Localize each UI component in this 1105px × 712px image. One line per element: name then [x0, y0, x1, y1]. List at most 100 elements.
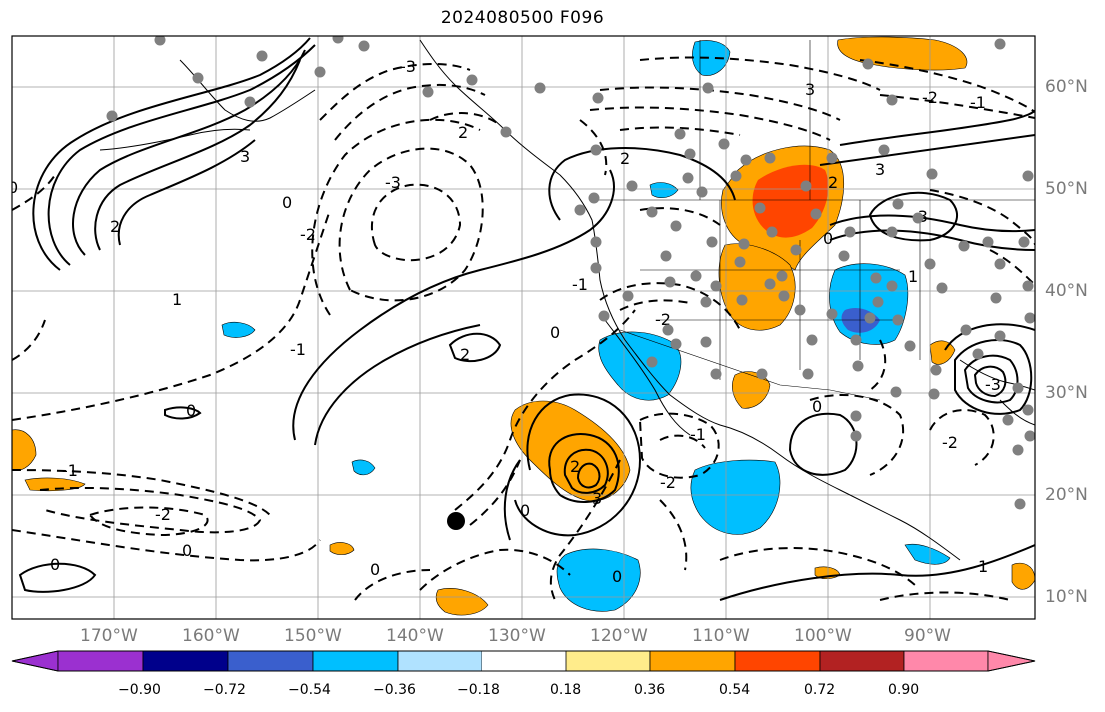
colorbar-label: −0.36 — [373, 682, 416, 698]
colorbar-label: −0.18 — [457, 682, 500, 698]
warm-anomaly-sw-texas — [732, 371, 771, 409]
cold-anomaly-south-pacific — [556, 548, 641, 612]
colorbar-label: 0.36 — [634, 682, 666, 698]
contour-label: -2 — [922, 88, 938, 107]
cold-anomaly-mexico — [690, 459, 781, 535]
contour-label: -2 — [655, 310, 671, 329]
contour-label: 0 — [370, 560, 380, 579]
contour-label: 0 — [186, 401, 196, 420]
contour-label: 1 — [978, 557, 988, 576]
colorbar-label: 0.72 — [804, 682, 836, 698]
lat-tick-60n: 60°N — [1045, 77, 1088, 97]
cold-anomaly-central-america — [904, 543, 951, 565]
contour-label: 0 — [520, 501, 530, 520]
gridlines — [12, 36, 1035, 619]
cold-anomaly-bc — [649, 182, 679, 199]
colorbar-seg — [649, 650, 736, 672]
contour-label: 3 — [592, 489, 602, 508]
contour-label: -1 — [690, 425, 706, 444]
station-dots — [106, 36, 1035, 510]
colorbar-extend-low — [11, 650, 59, 672]
contour-label: 2 — [828, 173, 838, 192]
warm-anomaly-small-south — [329, 542, 355, 555]
contour-label: 0 — [612, 567, 622, 586]
contour-label: 2 — [620, 149, 630, 168]
contour-label: 3 — [875, 160, 885, 179]
lat-tick-40n: 40°N — [1045, 281, 1088, 301]
contour-label: -2 — [660, 473, 676, 492]
lon-tick-130w: 130°W — [488, 626, 546, 646]
cold-anomaly-hawaii-north — [221, 321, 256, 338]
lat-tick-30n: 30°N — [1045, 383, 1088, 403]
contour-label: 2 — [110, 217, 120, 236]
colorbar-label: −0.54 — [288, 682, 331, 698]
contour-label: 2 — [458, 123, 468, 142]
lon-tick-160w: 160°W — [182, 626, 240, 646]
colorbar-seg — [482, 651, 566, 671]
negative-contours — [12, 56, 1035, 601]
colorbar-seg — [819, 650, 905, 672]
cold-anomaly-small — [351, 459, 376, 476]
colorbar-seg — [312, 650, 399, 672]
positive-contours — [18, 37, 1035, 601]
contour-label: 1 — [172, 290, 182, 309]
colorbar-seg — [57, 650, 144, 672]
lat-tick-10n: 10°N — [1045, 587, 1088, 607]
lon-tick-140w: 140°W — [386, 626, 444, 646]
contour-labels: 0 2 3 -1 1 -2 -3 0 2 -3 2 3 -2 -3 2 -1 0… — [8, 57, 1001, 586]
lon-tick-170w: 170°W — [80, 626, 138, 646]
colorbar-label: 0.90 — [888, 682, 920, 698]
colorbar-seg — [142, 650, 229, 672]
lon-tick-100w: 100°W — [794, 626, 852, 646]
contour-label: 0 — [550, 323, 560, 342]
colorbar-label: −0.90 — [118, 682, 161, 698]
colorbar-seg — [227, 650, 314, 672]
contour-label: -2 — [942, 433, 958, 452]
lon-tick-150w: 150°W — [284, 626, 342, 646]
colorbar-label: 0.18 — [550, 682, 582, 698]
lat-tick-20n: 20°N — [1045, 485, 1088, 505]
contour-label: -1 — [290, 340, 306, 359]
contour-label: 2 — [570, 457, 580, 476]
lon-tick-110w: 110°W — [692, 626, 750, 646]
contour-label: 0 — [823, 229, 833, 248]
contour-label: -2 — [300, 225, 316, 244]
contour-label: 1 — [908, 267, 918, 286]
contour-label: 0 — [282, 193, 292, 212]
map-title: 2024080500 F096 — [440, 8, 605, 28]
colorbar — [11, 650, 1036, 672]
colorbar-label: −0.72 — [203, 682, 246, 698]
contour-label: 2 — [460, 345, 470, 364]
warm-anomaly-south-center — [435, 588, 489, 616]
cold-anomaly-baja — [598, 331, 682, 401]
colorbar-seg — [565, 650, 651, 672]
lon-tick-120w: 120°W — [590, 626, 648, 646]
colorbar-outline — [11, 650, 1036, 672]
cold-anomaly-plains — [829, 263, 909, 345]
contour-label: 0 — [182, 541, 192, 560]
warm-anomaly-gulf — [929, 340, 956, 365]
contour-label: 0 — [50, 555, 60, 574]
contour-label: -3 — [400, 57, 416, 76]
colorbar-label: 0.54 — [719, 682, 751, 698]
contour-label: -1 — [970, 93, 986, 112]
contour-label: -3 — [985, 375, 1001, 394]
cold-anomaly-canada-north — [692, 40, 731, 76]
contour-label: 0 — [812, 397, 822, 416]
contour-label: 3 — [805, 80, 815, 99]
colorbar-seg — [397, 650, 483, 672]
contour-label: -1 — [62, 461, 78, 480]
contour-label: -2 — [155, 505, 171, 524]
marker-dot — [447, 512, 465, 530]
map-frame — [11, 35, 1036, 620]
contour-label: -1 — [572, 275, 588, 294]
colorbar-seg — [903, 650, 989, 672]
contour-label: -3 — [385, 173, 401, 192]
colorbar-seg — [734, 650, 821, 672]
colorbar-extend-high — [987, 650, 1036, 672]
contour-label: 3 — [240, 147, 250, 166]
lat-tick-50n: 50°N — [1045, 179, 1088, 199]
lon-tick-90w: 90°W — [904, 626, 951, 646]
contour-label: 0 — [8, 178, 18, 197]
